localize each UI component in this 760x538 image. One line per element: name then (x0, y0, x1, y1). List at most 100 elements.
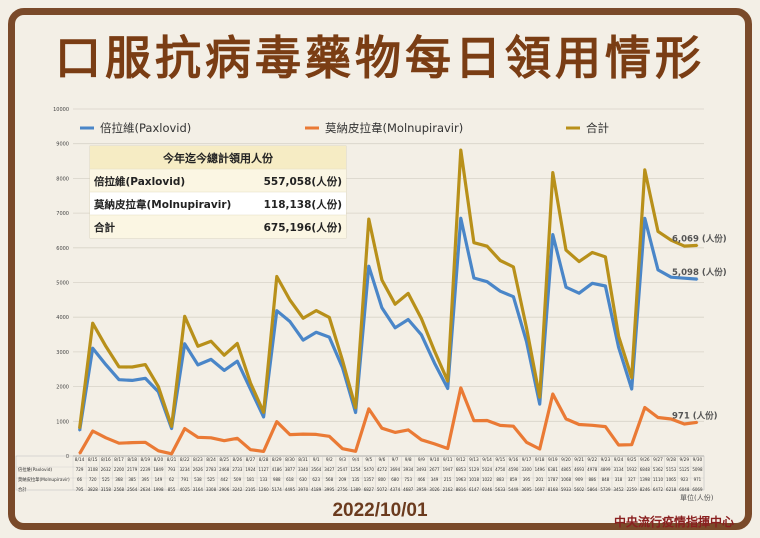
x-tick-label: 9/14 (482, 457, 492, 463)
data-point (670, 418, 672, 420)
table-cell: 3959 (416, 487, 427, 492)
table-cell: 525 (102, 477, 110, 482)
data-point (499, 259, 502, 262)
table-cell: 5449 (508, 487, 519, 492)
table-cell: 538 (194, 477, 202, 482)
data-point (328, 336, 331, 338)
table-cell: 680 (391, 477, 399, 482)
data-point (289, 320, 291, 323)
table-cell: 6381 (548, 467, 559, 472)
data-point (105, 363, 107, 366)
x-tick-label: 8/20 (154, 457, 164, 463)
table-cell: 1018 (469, 477, 480, 482)
data-point (354, 411, 357, 414)
table-cell: 1127 (259, 467, 270, 472)
x-tick-label: 8/31 (298, 457, 308, 463)
table-cell: 2783 (206, 467, 217, 472)
table-cell: 3493 (416, 467, 427, 472)
data-point (105, 345, 107, 348)
table-cell: 5864 (587, 487, 598, 492)
data-point (197, 436, 199, 439)
table-cell: 1849 (153, 467, 164, 472)
series-line (78, 216, 698, 431)
data-point (617, 444, 620, 446)
data-point (170, 427, 173, 430)
table-cell: 988 (273, 477, 281, 482)
data-point (197, 345, 199, 348)
table-cell: 618 (286, 477, 294, 482)
table-cell: 395 (141, 477, 149, 482)
x-tick-label: 9/26 (640, 457, 650, 463)
x-tick-label: 9/24 (614, 457, 624, 463)
table-cell: 442 (220, 477, 228, 482)
table-cell: 3427 (324, 467, 335, 472)
data-point (275, 309, 278, 312)
x-tick-label: 9/15 (495, 457, 505, 463)
table-cell: 8246 (640, 487, 651, 492)
data-point (210, 358, 212, 361)
table-cell: 149 (155, 477, 163, 482)
data-point (275, 420, 278, 423)
table-cell: 3695 (521, 487, 532, 492)
data-point (591, 251, 594, 254)
data-point (223, 369, 225, 372)
data-point (118, 366, 120, 368)
end-value-label: 971 (人份) (672, 410, 718, 421)
x-tick-label: 9/19 (548, 457, 558, 463)
x-tick-label: 9/4 (352, 457, 359, 463)
y-tick-label: 5000 (56, 281, 69, 287)
organization-label: 中央流行疫情指揮中心 (613, 515, 734, 529)
table-cell: 3564 (311, 467, 322, 472)
x-tick-label: 9/3 (339, 457, 346, 463)
table-cell: 1998 (153, 487, 164, 492)
data-point (341, 359, 344, 362)
data-point (328, 435, 331, 438)
data-point (657, 230, 659, 233)
end-value-label: 6,069 (人份) (672, 233, 727, 244)
x-tick-label: 9/16 (509, 457, 519, 463)
table-cell: 4899 (600, 467, 611, 472)
data-point (525, 340, 528, 343)
table-cell: 2677 (429, 467, 440, 472)
table-cell: 2239 (140, 467, 151, 472)
data-point (460, 387, 462, 389)
y-tick-label: 4000 (56, 315, 69, 321)
x-tick-label: 8/16 (101, 457, 111, 463)
x-tick-label: 9/11 (443, 457, 453, 463)
data-point (644, 169, 646, 171)
table-cell: 181 (247, 477, 255, 482)
data-point (236, 342, 239, 345)
y-tick-label: 3000 (56, 350, 69, 356)
data-point (210, 340, 212, 343)
data-point (249, 388, 252, 391)
table-cell: 209 (339, 477, 347, 482)
data-point (578, 260, 580, 263)
table-cell: 2547 (337, 467, 348, 472)
data-point (394, 431, 396, 434)
table-cell: 568 (326, 477, 334, 482)
data-point (302, 433, 304, 435)
table-cell: 6147 (469, 487, 480, 492)
legend-label: 倍拉維(Paxlovid) (100, 121, 191, 135)
table-cell: 6848 (640, 467, 651, 472)
table-cell: 4865 (561, 467, 572, 472)
table-cell: 3164 (193, 487, 204, 492)
table-cell: 3877 (285, 467, 296, 472)
data-point (78, 427, 81, 430)
table-cell: 5174 (272, 487, 283, 492)
data-point (630, 388, 633, 390)
data-point (302, 317, 304, 320)
data-point (578, 292, 580, 294)
series-line (78, 148, 698, 429)
summary-row-value: 118,138(人份) (264, 198, 342, 211)
data-point (604, 285, 607, 287)
table-cell: 2733 (232, 467, 243, 472)
x-tick-label: 9/9 (418, 457, 425, 463)
data-point (262, 416, 265, 418)
table-cell: 3694 (390, 467, 401, 472)
x-tick-label: 9/18 (535, 457, 545, 463)
data-point (538, 396, 541, 398)
table-cell: 855 (168, 487, 176, 492)
data-point (394, 327, 396, 329)
